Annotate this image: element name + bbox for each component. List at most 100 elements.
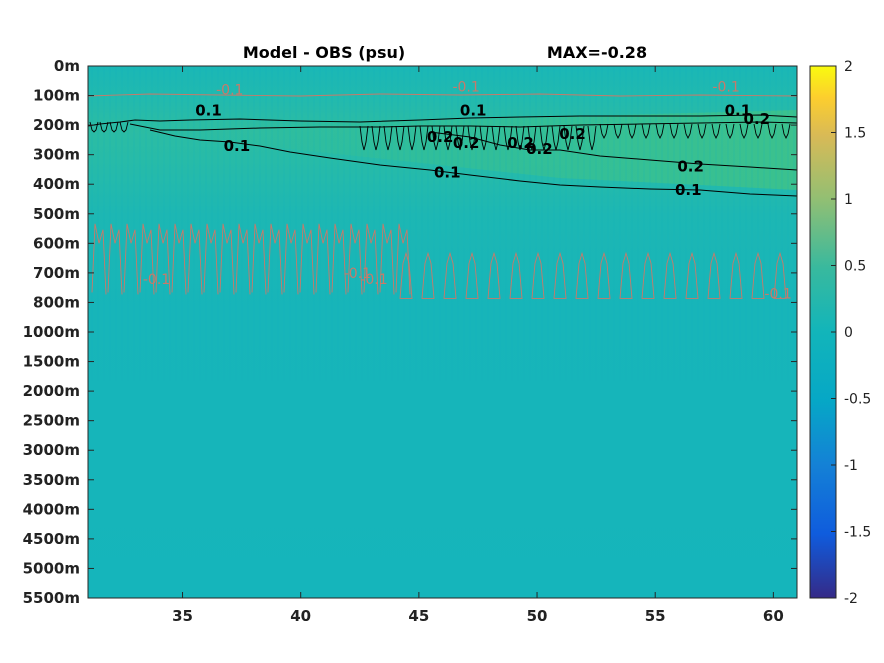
- field-texture: [91, 66, 795, 382]
- contour-line-0.2-upper: [129, 121, 797, 131]
- contour-wiggle: [467, 125, 477, 151]
- contour-label: 0.1: [224, 137, 251, 155]
- contour-label: 0.2: [526, 140, 553, 158]
- contour-label: -0.1: [344, 266, 371, 282]
- contour-negative-loop: [751, 251, 765, 299]
- contour-label: 0.1: [195, 101, 222, 119]
- contour-wiggle: [563, 125, 573, 151]
- contour-label: 0.1: [434, 163, 461, 181]
- contour-negative-loop: [395, 223, 411, 295]
- contour-negative-loop: [399, 251, 413, 299]
- contour-wiggle: [119, 121, 129, 133]
- y-tick-label: 300m: [33, 146, 80, 164]
- contour-label: -0.1: [216, 83, 243, 99]
- contour-wiggle: [641, 123, 651, 140]
- contour-wiggle: [455, 125, 465, 151]
- contour-label: 0.2: [507, 134, 534, 152]
- contour-wiggle: [491, 125, 501, 151]
- colorbar-tick-label: 2: [844, 59, 853, 75]
- y-tick-label: 600m: [33, 234, 80, 252]
- contour-negative-loop: [203, 223, 219, 295]
- contour-label: 0.1: [675, 181, 702, 199]
- contour-label: -0.1: [452, 80, 479, 96]
- contour-negative-loop: [465, 251, 479, 299]
- x-axis: 35 40 45 50 55 60: [172, 66, 784, 625]
- contour-negative-loop: [315, 223, 331, 295]
- contour-line-0.1-deep: [149, 129, 797, 197]
- contour-negative-loop: [363, 223, 379, 295]
- contour-negative-loop: [235, 223, 251, 295]
- contour-wiggle: [99, 121, 109, 133]
- contour-wiggle: [613, 123, 623, 140]
- contour-negative-loop: [107, 223, 123, 295]
- y-tick-label: 1500m: [23, 353, 80, 371]
- contour-negative-loop: [155, 223, 171, 295]
- contour-wiggle: [407, 125, 417, 151]
- y-tick-label: 700m: [33, 264, 80, 282]
- contour-negative-loop: [773, 251, 787, 299]
- contour-negative-loop: [443, 251, 457, 299]
- x-tick-label: 35: [172, 607, 193, 625]
- plot-area: [88, 66, 797, 598]
- contour-label: 0.1: [460, 101, 487, 119]
- contour-negative-loop: [187, 223, 203, 295]
- contour-wiggle: [669, 123, 679, 140]
- colorbar: 2 1.5 1 0.5 0 -0.5 -1 -1.5 -2: [809, 59, 871, 607]
- y-tick-label: 1000m: [23, 323, 80, 341]
- contour-wiggle: [683, 123, 693, 140]
- contour-negative-loop: [531, 251, 545, 299]
- colorbar-tick-label: -0.5: [844, 392, 871, 408]
- contour-label: -0.1: [360, 272, 387, 288]
- x-tick-label: 55: [645, 607, 666, 625]
- contour-negative-loop: [123, 223, 139, 295]
- y-tick-label: 100m: [33, 87, 80, 105]
- colorbar-tick-label: -2: [844, 591, 858, 607]
- contour-label: 0.2: [453, 134, 480, 152]
- contour-wiggle: [587, 125, 597, 151]
- y-tick-label: 4500m: [23, 530, 80, 548]
- positive-anomaly-band: [88, 110, 797, 190]
- contour-wiggle: [551, 125, 561, 151]
- colorbar-ticks: 2 1.5 1 0.5 0 -0.5 -1 -1.5 -2: [831, 59, 871, 607]
- contour-negative-loop: [91, 223, 107, 295]
- colorbar-tick-label: 0: [844, 325, 853, 341]
- colorbar-tick-label: 0.5: [844, 259, 866, 275]
- contour-wiggle: [503, 125, 513, 151]
- contour-label: -0.1: [143, 272, 170, 288]
- contour-wiggle: [371, 125, 381, 151]
- x-tick-label: 40: [290, 607, 311, 625]
- contour-wiggle: [109, 121, 119, 133]
- y-tick-label: 800m: [33, 293, 80, 311]
- x-tick-label: 50: [527, 607, 548, 625]
- contour-wiggle: [655, 123, 665, 140]
- chart-title: Model - OBS (psu): [243, 43, 405, 62]
- contour-label: 0.2: [427, 128, 454, 146]
- contour-wiggle: [767, 123, 777, 140]
- x-tick-label: 60: [763, 607, 784, 625]
- contour-negative-loop: [267, 223, 283, 295]
- contour-negative-loop: [219, 223, 235, 295]
- contour-negative-loop: [685, 251, 699, 299]
- contour-wiggle: [527, 125, 537, 151]
- contour-wiggles: [89, 121, 791, 151]
- contour-wiggle: [697, 123, 707, 140]
- contour-wiggle: [781, 123, 791, 140]
- y-axis: 0m 100m 200m 300m 400m 500m 600m 700m 800m 1000m 1…: [23, 57, 797, 607]
- contour-negative-loop: [283, 223, 299, 295]
- contour-wiggle: [739, 123, 749, 140]
- contour-negative-loop: [575, 251, 589, 299]
- contour-line-0.2-deep: [429, 131, 797, 171]
- contour-negative-loop: [619, 251, 633, 299]
- contour-label: 0.2: [559, 125, 586, 143]
- colorbar-tick-label: -1: [844, 458, 858, 474]
- contour-wiggle: [539, 125, 549, 151]
- contour-wiggle: [383, 125, 393, 151]
- contour-wiggle: [359, 125, 369, 151]
- colorbar-tick-label: -1.5: [844, 525, 871, 541]
- contour-negative-loop: [379, 223, 395, 295]
- chart-subtitle: MAX=-0.28: [547, 43, 647, 62]
- contour-wiggle: [479, 125, 489, 151]
- contour-negative-loop: [331, 223, 347, 295]
- y-tick-label: 5000m: [23, 559, 80, 577]
